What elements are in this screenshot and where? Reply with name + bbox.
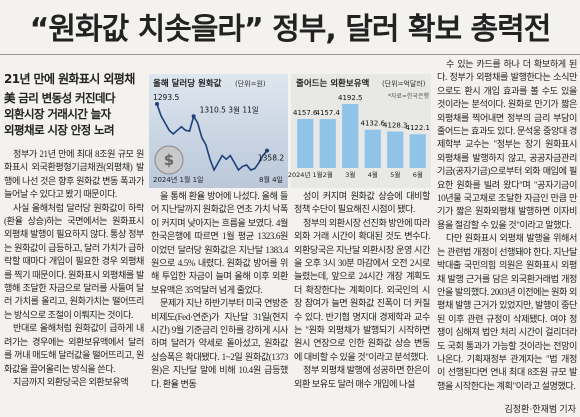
x-tick-label: 4월	[368, 170, 378, 179]
x-label: 2024년 1월 1일	[153, 175, 204, 184]
bar	[387, 131, 404, 168]
panel	[291, 74, 431, 188]
bar	[342, 104, 359, 168]
point-label: 1293.5	[153, 93, 179, 102]
paragraph: 문제가 지난 하반기부터 미국 연방준비제도(Fed·연준)가 지난달 31일(…	[151, 298, 288, 389]
subhead: 美 금리 변동성 커진데다	[4, 91, 116, 105]
subhead: 외평채로 시장 안정 노려	[4, 123, 115, 137]
value-label: 4128.3	[383, 122, 408, 130]
paragraph: 지금까지 외환당국은 외환보유액	[13, 376, 129, 387]
x-tick-label: 2월	[323, 170, 333, 179]
x-label: 8월 4일	[259, 175, 283, 184]
bar	[297, 118, 314, 168]
value-label: 4192.5	[338, 94, 363, 102]
coin-icon	[154, 145, 184, 175]
bar	[364, 129, 381, 168]
line	[156, 103, 268, 172]
paragraph: 수 있는 카드를 하나 더 확보하게 된다. 정부가 외평채를 발행한다는 소식…	[437, 59, 577, 230]
byline: 김정환·한재범 기자	[504, 404, 577, 414]
value-label: 4132.6	[361, 120, 386, 128]
chart-title: 줄어드는 외환보유액	[296, 78, 370, 89]
point	[191, 114, 196, 119]
paragraph: 정부의 외환시장 선진화 방안에 따라 외화 거래 시간이 확대된 것도 변수다…	[294, 217, 430, 362]
column: 성이 커지며 원화값 상승에 대비할 정책 수단이 필요해진 시점이 됐다. 정부…	[294, 190, 430, 417]
paragraph: 다만 원화표시 외평채 발행을 위해서는 관련법 개정이 선행돼야 한다. 지난…	[437, 233, 577, 391]
subhead: 21년 만에 원화표시 외평채	[4, 72, 135, 86]
point-label: 1310.5 3월 11일	[200, 104, 259, 114]
x-tick-label: 6월	[413, 170, 423, 179]
value-label: 4122.1	[406, 124, 431, 132]
paragraph: 정부 외평채 발행에 성공하면 한은이 외환 보유도 달러 매수 개입에 나설	[294, 365, 430, 389]
paragraph: 반대로 올해처럼 원화값이 급하게 내려가는 경우에는 외환보유액에서 달러를 …	[4, 323, 144, 374]
column: 정부가 21년 만에 최대 8조원 규모 원화표시 외국환평형기금채권(외평채)…	[4, 148, 144, 417]
value-label: 4157.4	[316, 109, 341, 117]
paragraph: 사실 올해처럼 달러당 원화값이 하락(환율 상승)하는 국면에서는 원화표시 …	[4, 202, 144, 320]
chart-unit: (단위=억달러)	[382, 79, 426, 88]
point	[155, 102, 159, 106]
bar	[409, 134, 426, 168]
headline: “원화값 치솟을라” 정부, 달러 확보 총력전	[29, 12, 552, 47]
source: *자료=한국은행	[388, 92, 429, 100]
x-tick-label: 5월	[390, 170, 400, 179]
point	[265, 148, 269, 153]
column: 수 있는 카드를 하나 더 확보하게 된다. 정부가 외평채를 발행한다는 소식…	[437, 58, 577, 402]
paragraph: 정부가 21년 만에 최대 8조원 규모 원화표시 외국환평형기금채권(외평채)…	[4, 149, 144, 200]
column: 을 통해 환율 방어에 나섰다. 올해 들어 지난달까지 원화값은 연초 가치 …	[151, 190, 288, 417]
paragraph: 을 통해 환율 방어에 나섰다. 올해 들어 지난달까지 원화값은 연초 가치 …	[151, 191, 288, 295]
chart-title: 올해 달러당 원화값	[153, 78, 222, 89]
x-tick-label: 2024년 1월	[288, 170, 323, 179]
coin-icon: $	[164, 151, 174, 169]
chart-unit: (단위=원)	[235, 79, 266, 88]
subhead: 외환시장 거래시간 늘자	[4, 107, 111, 121]
rule	[0, 54, 580, 55]
graphics: $ 올해 달러당 원화값 (단위=원) 1293.5 1310.5 3월 11일 135…	[149, 74, 431, 188]
bar	[319, 119, 336, 168]
point-label: 1358.2	[258, 154, 284, 163]
x-tick-label: 3월	[345, 170, 355, 179]
value-label: 4157.6	[293, 109, 318, 117]
paragraph: 성이 커지며 원화값 상승에 대비할 정책 수단이 필요해진 시점이 됐다.	[294, 191, 430, 215]
